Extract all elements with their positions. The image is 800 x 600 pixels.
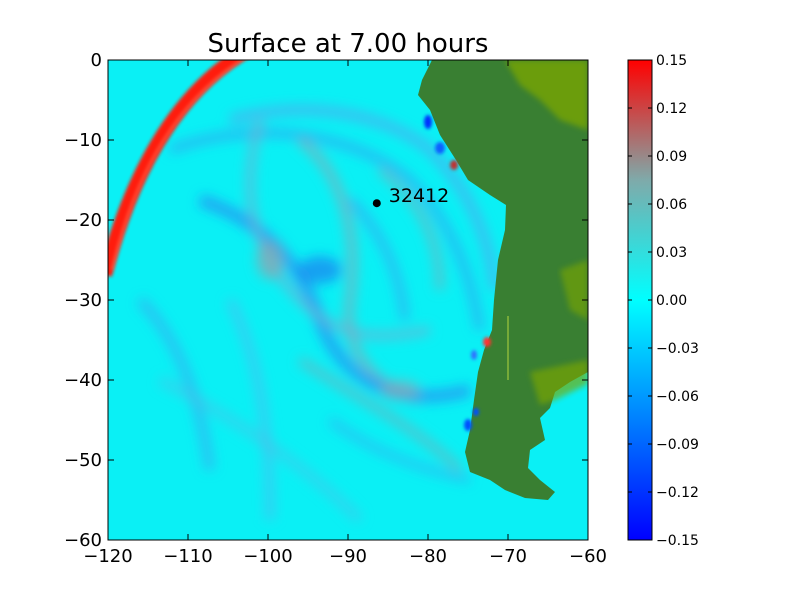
y-tick-label: −40 xyxy=(64,370,102,391)
x-tick-label: −70 xyxy=(489,546,527,567)
wave-ripples xyxy=(136,105,500,524)
y-axis: 0 −10 −20 −30 −40 −50 −60 xyxy=(64,50,588,551)
x-tick-label: −80 xyxy=(409,546,447,567)
colorbar-tick-label: 0.03 xyxy=(656,245,687,261)
colorbar-tick-label: 0.00 xyxy=(656,293,687,309)
colorbar-tick-label: −0.15 xyxy=(656,533,699,549)
highland-region xyxy=(505,60,588,130)
colorbar-tick-label: 0.15 xyxy=(656,53,687,69)
gauge-marker xyxy=(372,199,381,208)
y-tick-label: −30 xyxy=(64,290,102,311)
y-tick-label: −20 xyxy=(64,210,102,231)
colorbar-tick-label: −0.09 xyxy=(656,437,699,453)
x-tick-label: −60 xyxy=(569,546,607,567)
colorbar-tick-label: 0.09 xyxy=(656,149,687,165)
coastal-anomalies xyxy=(424,115,491,431)
x-tick-label: −90 xyxy=(329,546,367,567)
y-tick-label: −50 xyxy=(64,450,102,471)
y-tick-label: −60 xyxy=(64,530,102,551)
wave-front xyxy=(108,60,246,277)
gauge-label: 32412 xyxy=(389,185,449,207)
x-tick-label: −120 xyxy=(83,546,132,567)
x-tick-label: −100 xyxy=(243,546,292,567)
y-tick-label: −10 xyxy=(64,130,102,151)
y-tick-label: 0 xyxy=(91,50,102,71)
x-axis: −120 −110 −100 −90 −80 −70 −60 xyxy=(83,60,607,567)
heatmap-panel xyxy=(108,60,588,540)
colorbar-tick-label: 0.12 xyxy=(656,101,687,117)
colorbar-tick-label: 0.06 xyxy=(656,197,687,213)
colorbar-tick-label: −0.06 xyxy=(656,389,699,405)
colorbar-tick-label: −0.03 xyxy=(656,341,699,357)
colorbar-ticks: 0.15 0.12 0.09 0.06 0.03 0.00 −0.03 −0.06 −0.09 −… xyxy=(628,53,699,549)
colorbar-tick-label: −0.12 xyxy=(656,485,699,501)
chart-title: Surface at 7.00 hours xyxy=(208,29,489,59)
x-tick-label: −110 xyxy=(163,546,212,567)
